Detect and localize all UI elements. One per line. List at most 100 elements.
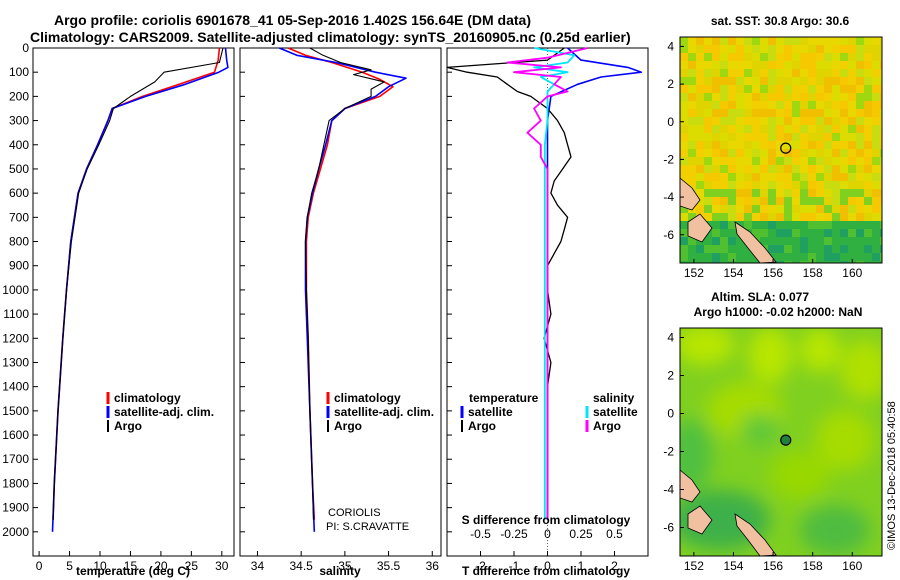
sst-cell: [728, 197, 736, 205]
salinity-legend: climatology satellite-adj. clim. Argo CO…: [326, 391, 434, 533]
sst-cell: [800, 101, 808, 109]
sst-cell: [760, 141, 768, 149]
sst-cell: [792, 117, 800, 125]
sst-cell: [680, 213, 688, 221]
sst-cell: [816, 261, 824, 263]
sst-cell: [784, 101, 792, 109]
sst-cell: [720, 253, 728, 261]
sst-cell: [808, 197, 816, 205]
legend-argo-label: Argo: [114, 419, 142, 433]
sst-cell: [696, 181, 704, 189]
sst-cell: [824, 237, 832, 245]
x-tick-label-secondary: 0.25: [569, 527, 593, 541]
figure-title-line1: Argo profile: coriolis 6901678_41 05-Sep…: [54, 12, 531, 28]
sst-cell: [880, 101, 882, 109]
sst-cell: [816, 237, 824, 245]
x-tick-label-secondary: -0.5: [470, 527, 491, 541]
sst-cell: [704, 125, 712, 133]
sst-cell: [712, 109, 720, 117]
sst-cell: [824, 125, 832, 133]
sst-cell: [744, 165, 752, 173]
sst-cell: [832, 181, 840, 189]
sst-cell: [848, 93, 856, 101]
sst-cell: [752, 197, 760, 205]
sst-cell: [816, 45, 824, 53]
sst-cell: [720, 125, 728, 133]
sst-cell: [784, 45, 792, 53]
sst-cell: [768, 109, 776, 117]
institution-annotation: CORIOLIS: [328, 507, 381, 519]
sst-cell: [816, 85, 824, 93]
sst-cell: [720, 165, 728, 173]
sst-cell: [848, 101, 856, 109]
sst-cell: [752, 261, 760, 263]
legend-satellite-label: satellite-adj. clim.: [114, 405, 214, 419]
sst-cell: [736, 117, 744, 125]
sst-cell: [832, 53, 840, 61]
sst-cell: [736, 69, 744, 77]
sst-cell: [840, 101, 848, 109]
sst-cell: [872, 157, 880, 165]
salinity-axis-label: salinity: [319, 564, 361, 578]
sst-cell: [696, 253, 704, 261]
sst-cell: [680, 133, 688, 141]
sst-cell: [776, 125, 784, 133]
sst-cell: [688, 125, 696, 133]
sst-cell: [864, 101, 872, 109]
sst-cell: [696, 101, 704, 109]
sst-cell: [688, 45, 696, 53]
sst-cell: [824, 149, 832, 157]
sst-cell: [864, 245, 872, 253]
sst-cell: [696, 109, 704, 117]
sst-cell: [880, 229, 882, 237]
sst-cell: [696, 45, 704, 53]
sst-cell: [688, 165, 696, 173]
sst-cell: [688, 109, 696, 117]
argo-position-marker: [780, 142, 792, 154]
sst-cell: [752, 53, 760, 61]
sst-cell: [848, 229, 856, 237]
sst-cell: [808, 77, 816, 85]
sst-cell: [864, 221, 872, 229]
sst-cell: [840, 37, 848, 45]
sst-cell: [864, 53, 872, 61]
sst-cell: [856, 69, 864, 77]
sst-cell: [728, 117, 736, 125]
sst-cell: [760, 101, 768, 109]
sst-cell: [848, 181, 856, 189]
sst-cell: [776, 45, 784, 53]
sst-cell: [840, 253, 848, 261]
lat-tick-label: -2: [663, 445, 674, 459]
sst-cell: [736, 261, 744, 263]
sla-anomaly: [815, 410, 875, 470]
sst-cell: [800, 245, 808, 253]
sst-cell: [864, 205, 872, 213]
sst-cell: [704, 237, 712, 245]
sst-cell: [856, 45, 864, 53]
sst-cell: [808, 69, 816, 77]
temperature-legend: climatology satellite-adj. clim. Argo: [106, 391, 214, 433]
x-tick-label: 2: [611, 559, 618, 573]
sst-cell: [696, 261, 704, 263]
sst-cell: [704, 253, 712, 261]
legend-climatology-label: climatology: [114, 391, 181, 405]
sst-cell: [808, 109, 816, 117]
sst-cell: [768, 165, 776, 173]
x-tick-label: 0: [36, 559, 43, 573]
y-tick-label: 600: [9, 186, 29, 200]
sst-cell: [800, 141, 808, 149]
sst-cell: [720, 109, 728, 117]
sst-cell: [872, 165, 880, 173]
sst-cell: [816, 93, 824, 101]
sst-cell: [808, 85, 816, 93]
sst-cell: [768, 149, 776, 157]
lon-tick-label: 160: [842, 559, 862, 573]
sst-cell: [688, 237, 696, 245]
sst-cell: [848, 133, 856, 141]
sst-cell: [824, 117, 832, 125]
sst-cell: [720, 85, 728, 93]
sst-cell: [712, 45, 720, 53]
sst-cell: [880, 181, 882, 189]
sst-cell: [792, 37, 800, 45]
sst-cell: [680, 93, 688, 101]
